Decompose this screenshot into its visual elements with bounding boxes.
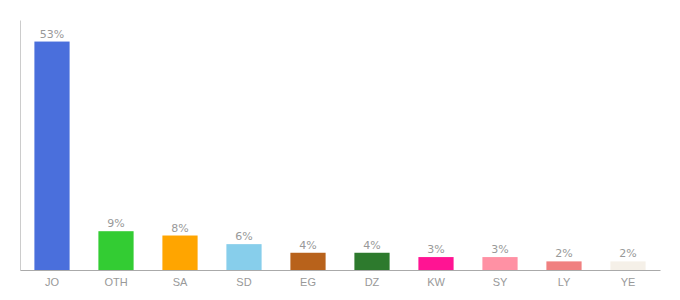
plot: JO OTH SA SD EG DZ KW SY LY YE 53% 9% 8% 6% 4% 4% 3% 3% 2%… [21,21,661,288]
x-axis-line [21,270,661,271]
x-tick: KW [427,270,445,288]
x-tick: OTH [104,270,127,288]
x-tick: YE [621,270,636,288]
bar [34,42,69,270]
x-tick: LY [558,270,571,288]
x-tick: JO [45,270,60,288]
y-axis [20,21,21,271]
data-label: 53% [40,28,64,41]
data-label: 4% [363,239,380,252]
y-axis-line [20,21,21,271]
x-tick: EG [300,270,316,288]
data-label: 3% [427,243,444,256]
bars [34,42,645,270]
x-tick: SY [493,270,508,288]
x-tick-label: SA [173,276,188,288]
x-tick-label: SY [493,276,508,288]
x-tick-label: SD [236,276,251,288]
data-label: 2% [619,247,636,260]
data-label: 4% [299,239,316,252]
x-tick-label: EG [300,276,316,288]
x-axis: JO OTH SA SD EG DZ KW SY LY YE [21,270,661,288]
data-label: 2% [555,247,572,260]
bar [226,244,261,270]
bar [482,257,517,270]
x-tick-label: YE [621,276,636,288]
data-label: 8% [171,222,188,235]
data-label: 9% [107,217,124,230]
x-tick-label: LY [558,276,571,288]
bar [290,253,325,270]
data-label: 6% [235,230,252,243]
bar [98,231,133,270]
x-tick: SA [173,270,188,288]
bar [546,261,581,270]
x-tick: DZ [365,270,380,288]
x-tick-label: OTH [104,276,127,288]
x-tick: SD [236,270,251,288]
x-tick-label: DZ [365,276,380,288]
bar [354,253,389,270]
data-labels: 53% 9% 8% 6% 4% 4% 3% 3% 2% 2% [40,28,637,261]
x-tick-label: JO [45,276,60,288]
bar [418,257,453,270]
bar [610,261,645,270]
x-tick-label: KW [427,276,445,288]
data-label: 3% [491,243,508,256]
chart: JO OTH SA SD EG DZ KW SY LY YE 53% 9% 8% 6% 4% 4% 3% 3% 2%… [0,0,680,300]
bar [162,236,197,270]
